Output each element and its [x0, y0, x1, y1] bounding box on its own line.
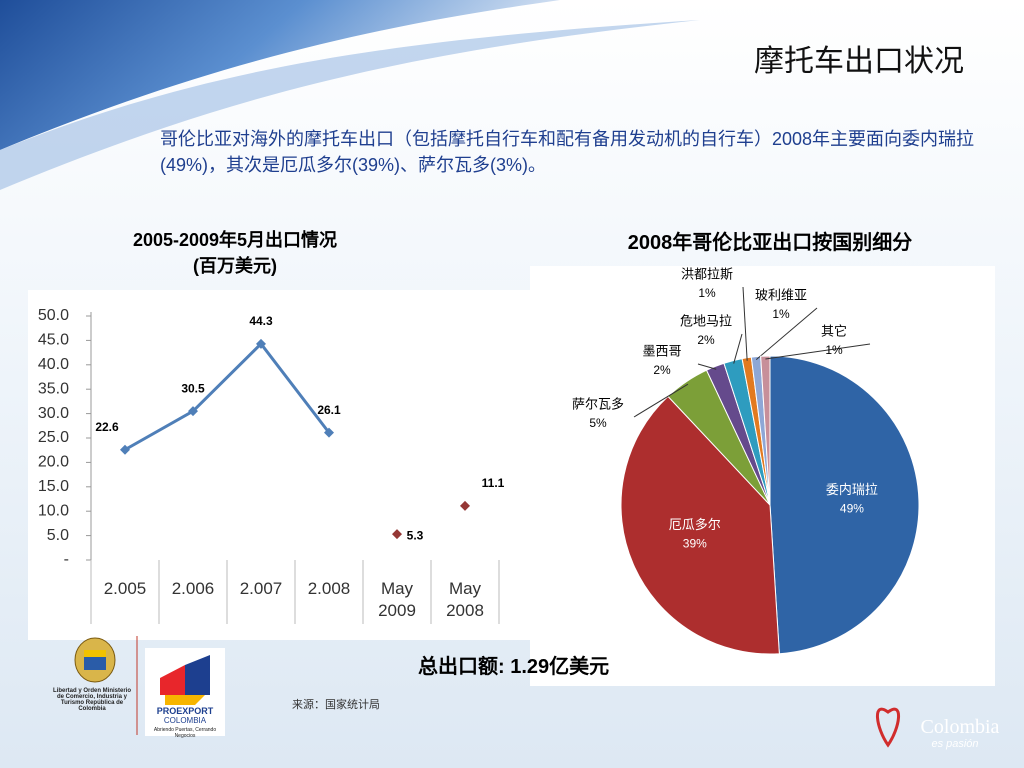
- x-tick-label: May 2008: [446, 579, 484, 620]
- swoosh: [0, 0, 560, 150]
- ministry-logo: [74, 637, 116, 683]
- pie-slice: [760, 355, 771, 506]
- pie-label: 墨西哥: [642, 343, 681, 358]
- y-tick-label: 35.0: [38, 380, 69, 397]
- x-tick-label: 2.008: [307, 579, 351, 598]
- data-label: 26.1: [317, 403, 341, 417]
- data-point: [188, 406, 198, 417]
- swoosh-light: [0, 20, 700, 190]
- data-label: 44.3: [249, 314, 273, 328]
- pie-value-label: 2%: [653, 363, 671, 377]
- pie-label: 萨尔瓦多: [572, 396, 624, 411]
- pie-label: 玻利维亚: [755, 287, 807, 302]
- data-point: [120, 444, 130, 455]
- brand-name: Colombia: [920, 716, 1000, 738]
- data-label: 30.5: [181, 381, 205, 395]
- pie-value-label: 5%: [589, 416, 607, 430]
- brand-slogan: es pasión: [931, 738, 979, 750]
- x-tick-label: 2.005: [103, 579, 147, 598]
- y-tick-label: 30.0: [38, 405, 69, 422]
- slide-title: 摩托车出口状况: [754, 45, 964, 78]
- data-line: [124, 341, 331, 452]
- data-point: [324, 427, 334, 438]
- y-tick-label: 40.0: [38, 356, 69, 373]
- pie-value-label: 2%: [697, 333, 715, 347]
- y-tick-label: 25.0: [38, 429, 69, 446]
- data-label: 22.6: [95, 420, 119, 434]
- data-label: 5.3: [407, 528, 424, 542]
- pie-slice: [769, 355, 920, 655]
- line-chart-subtitle: (百万美元): [193, 256, 277, 276]
- pie-label: 洪都拉斯: [681, 266, 733, 281]
- pie-chart-title: 2008年哥伦比亚出口按国别细分: [627, 232, 913, 254]
- pie-value-label: 1%: [698, 286, 716, 300]
- x-tick-label: 2.006: [171, 579, 215, 598]
- y-tick-label: 10.0: [38, 502, 69, 519]
- y-tick-label: 20.0: [38, 454, 69, 471]
- total-exports: 总出口额: 1.29亿美元: [418, 656, 610, 678]
- y-tick-label: 50.0: [38, 307, 69, 324]
- pie-value-label: 39%: [683, 537, 707, 551]
- leader-line: [697, 363, 717, 370]
- leader-line: [633, 383, 689, 418]
- y-tick-label: 5.0: [47, 527, 69, 544]
- x-tick-label: May 2009: [378, 579, 416, 620]
- y-tick-label: -: [64, 551, 69, 568]
- pie-label: 其它: [821, 323, 847, 338]
- pie-value-label: 49%: [840, 502, 864, 516]
- line-chart-bg: [28, 290, 530, 640]
- y-tick-label: 45.0: [38, 332, 69, 349]
- colombia-brand-logo: [875, 707, 901, 748]
- x-tick-label: 2.007: [239, 579, 283, 598]
- leader-line: [742, 286, 748, 361]
- pie-label: 危地马拉: [680, 313, 732, 328]
- data-point: [256, 338, 266, 349]
- line-chart-title-text: 2005-2009年5月出口情况: [132, 230, 338, 250]
- leader-line: [765, 343, 871, 360]
- pie-label: 委内瑞拉: [826, 482, 878, 497]
- pie-slice: [620, 395, 780, 655]
- leader-line: [755, 307, 818, 361]
- line-chart-title: 2005-2009年5月出口情况 (百万美元): [80, 226, 390, 278]
- pie-value-label: 1%: [772, 307, 790, 321]
- leader-line: [733, 333, 743, 364]
- data-point: [392, 529, 402, 540]
- data-point: [460, 500, 470, 511]
- pie-label: 厄瓜多尔: [669, 517, 721, 532]
- y-tick-label: 15.0: [38, 478, 69, 495]
- proexport-name: PROEXPORT: [156, 706, 214, 716]
- proexport-logo: [145, 648, 225, 736]
- intro-text: 哥伦比亚对海外的摩托车出口（包括摩托自行车和配有备用发动机的自行车）2008年主…: [160, 129, 975, 175]
- data-label: 11.1: [482, 476, 505, 490]
- proexport-country: COLOMBIA: [163, 716, 207, 725]
- source-note: 来源：国家统计局: [292, 699, 380, 711]
- pie-value-label: 1%: [825, 343, 843, 357]
- ministry-logo-text: Libertad y Orden Ministerio de Comercio,…: [52, 688, 131, 712]
- proexport-slogan: Abriendo Puertas, Cerrando Negocios: [153, 727, 217, 739]
